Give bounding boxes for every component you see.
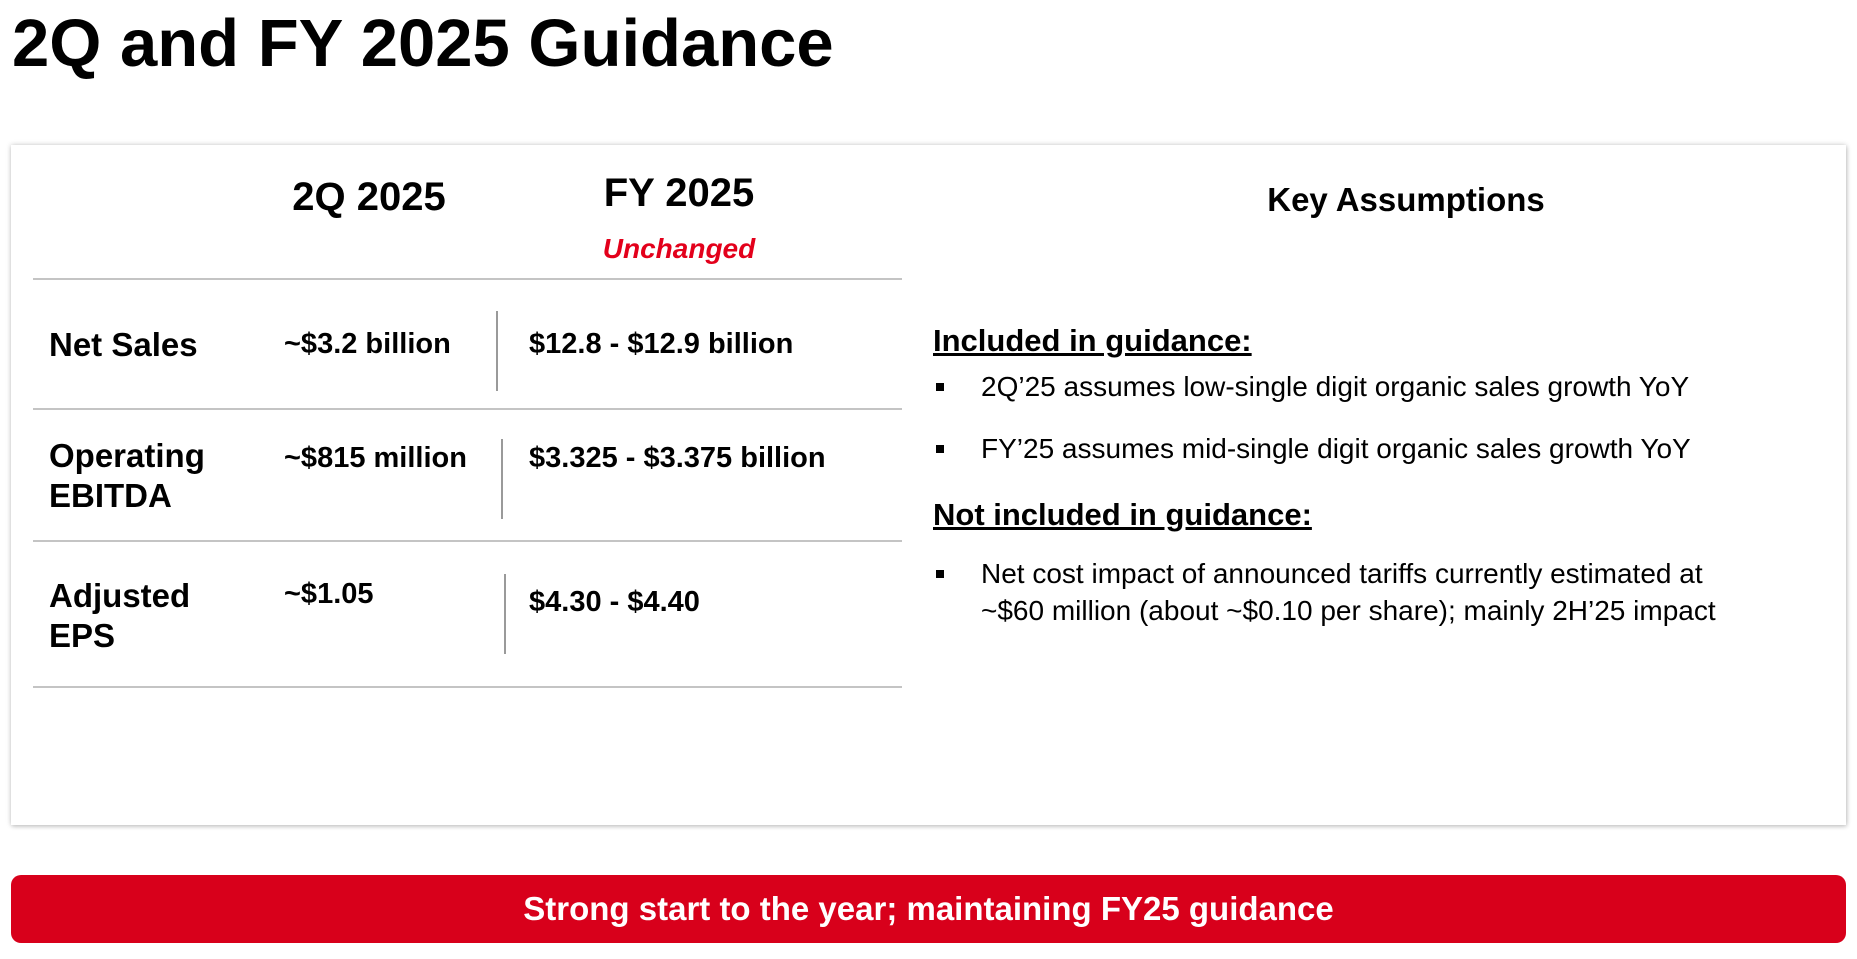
bullet-icon [936, 383, 944, 391]
row-label-line1: Operating [49, 437, 205, 474]
included-bullet-2: FY’25 assumes mid-single digit organic s… [981, 433, 1691, 464]
guidance-panel: 2Q 2025 FY 2025 Unchanged Net Sales ~$3.… [11, 145, 1846, 825]
ebitda-fy-value: $3.325 - $3.375 billion [529, 442, 826, 474]
included-bullet-1: 2Q’25 assumes low-single digit organic s… [981, 371, 1690, 402]
not-included-bullet-1-line2: ~$60 million (about ~$0.10 per share); m… [981, 595, 1716, 626]
header-fy-2025: FY 2025 [603, 171, 755, 215]
row-vertical-divider [504, 574, 506, 654]
included-heading: Included in guidance: [933, 323, 1252, 358]
row-label-line1: Adjusted [49, 577, 191, 614]
eps-2q-value: ~$1.05 [284, 578, 374, 610]
net-sales-fy-value: $12.8 - $12.9 billion [529, 328, 794, 360]
ebitda-2q-value: ~$815 million [284, 442, 467, 474]
not-included-bullet-1: Net cost impact of announced tariffs cur… [981, 555, 1716, 629]
row-label-net-sales: Net Sales [49, 325, 198, 365]
row-vertical-divider [496, 311, 498, 391]
not-included-bullet-1-line1: Net cost impact of announced tariffs cur… [981, 558, 1703, 589]
key-assumptions-title: Key Assumptions [1267, 181, 1545, 218]
row-vertical-divider [501, 439, 503, 519]
header-fy-unchanged: Unchanged [602, 233, 756, 264]
bullet-icon [936, 445, 944, 453]
table-bottom-divider [33, 686, 902, 688]
row-label-operating-ebitda: Operating EBITDA [49, 436, 205, 516]
table-row-divider [33, 540, 902, 542]
not-included-heading: Not included in guidance: [933, 497, 1312, 532]
table-row-divider [33, 408, 902, 410]
net-sales-2q-value: ~$3.2 billion [284, 328, 451, 360]
row-label-line2: EBITDA [49, 477, 172, 514]
page-title: 2Q and FY 2025 Guidance [12, 6, 834, 81]
header-2q-2025: 2Q 2025 [292, 175, 446, 219]
row-label-line1: Net Sales [49, 326, 198, 363]
row-label-adjusted-eps: Adjusted EPS [49, 576, 190, 656]
table-header-divider [33, 278, 902, 280]
summary-banner: Strong start to the year; maintaining FY… [11, 875, 1846, 943]
bullet-icon [936, 570, 944, 578]
row-label-line2: EPS [49, 617, 116, 654]
eps-fy-value: $4.30 - $4.40 [529, 586, 700, 618]
